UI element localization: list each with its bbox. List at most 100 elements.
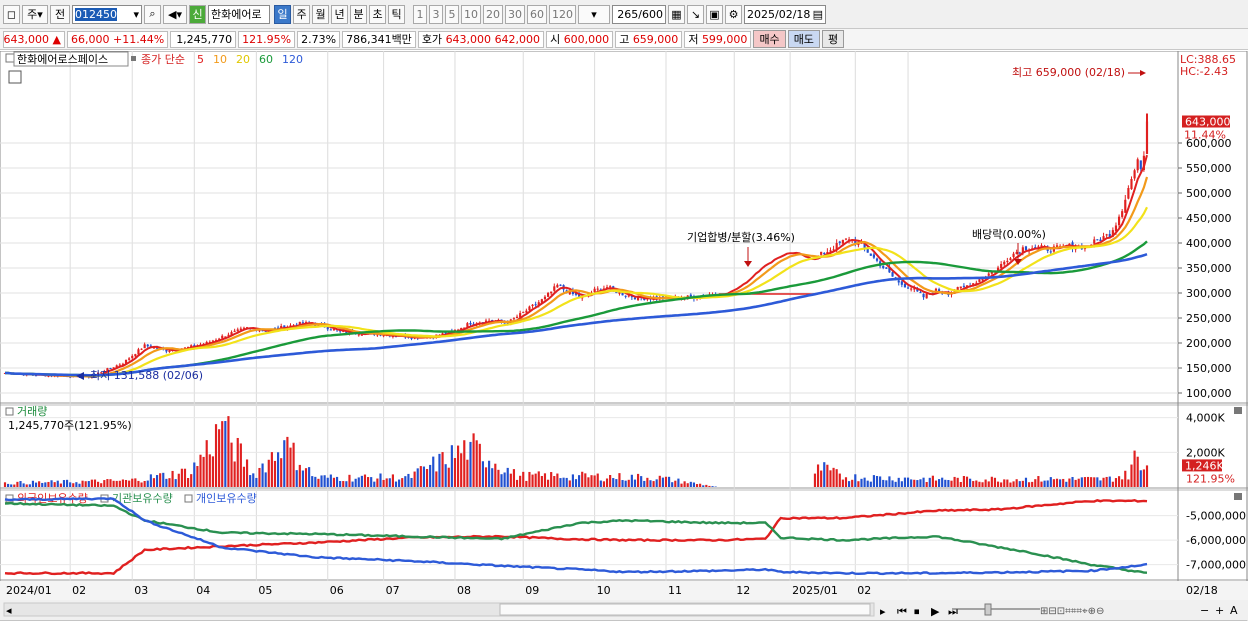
- candle-body-60: [190, 345, 193, 348]
- volume-bar-364: [1133, 450, 1136, 487]
- sell-button[interactable]: 매도: [787, 30, 820, 48]
- up-arrow-icon: ▲: [52, 32, 61, 46]
- candle-body-289: [900, 281, 903, 285]
- volume-bar-193: [602, 481, 606, 487]
- buy-button[interactable]: 매수: [753, 30, 786, 48]
- holdings-line-foreign: [4, 498, 1148, 576]
- stock-name-field[interactable]: 한화에어로: [208, 4, 270, 24]
- volume-bar-295: [919, 479, 922, 487]
- date-field[interactable]: 2025/02/18 ▤: [744, 4, 826, 24]
- candle-body-199: [621, 291, 624, 296]
- volume-bar-107: [335, 476, 339, 487]
- volume-bar-51: [162, 472, 165, 487]
- volume-bar-20: [65, 479, 69, 487]
- candle-body-72: [227, 334, 230, 336]
- volume-bar-344: [1071, 476, 1074, 487]
- tab-period-4[interactable]: 분: [350, 4, 367, 24]
- volume-bar-284: [885, 480, 888, 487]
- playback-icon-2[interactable]: ⏹: [914, 605, 920, 618]
- tab-interval-0[interactable]: 1: [413, 4, 427, 24]
- candle-body-320: [996, 267, 1000, 271]
- zoom-slider-handle[interactable]: [984, 603, 992, 616]
- chart-grid-icon[interactable]: [8, 70, 22, 84]
- volume-bar-153: [478, 443, 481, 487]
- interval-dropdown[interactable]: ▾: [578, 4, 610, 24]
- playback-icon-4[interactable]: ⏭: [948, 605, 958, 618]
- zoom-in-icon[interactable]: +: [1215, 604, 1224, 617]
- volume-bar-170: [531, 474, 534, 487]
- volume-bar-306: [953, 476, 956, 487]
- draw-icon[interactable]: ↘: [687, 4, 704, 24]
- candle-body-162: [506, 322, 509, 325]
- speaker-icon[interactable]: ◀▾: [163, 4, 187, 24]
- stock-chart[interactable]: 600,000 550,000 500,000 450,000 400,000 350,0…: [0, 51, 1248, 621]
- volume-bar-305: [950, 480, 953, 487]
- volume-bar-222: [692, 482, 696, 487]
- candle-body-314: [978, 279, 981, 282]
- tab-period-3[interactable]: 년: [331, 4, 348, 24]
- code-input[interactable]: 012450 ▾: [72, 4, 142, 24]
- scroll-left-icon[interactable]: ◂: [6, 604, 12, 617]
- holdings-close-icon[interactable]: [1234, 493, 1242, 500]
- playback-icon-0[interactable]: ▸: [880, 605, 886, 618]
- scroll-thumb[interactable]: [499, 603, 871, 616]
- tab-period-5[interactable]: 초: [369, 4, 386, 24]
- x-axis-label-10: 11: [668, 584, 682, 597]
- candle-body-201: [627, 295, 630, 297]
- x-axis-label-2: 03: [134, 584, 148, 597]
- type-select[interactable]: 주 ▾: [22, 4, 48, 24]
- x-axis-label-3: 04: [196, 584, 210, 597]
- quote-bar: 643,000 ▲ 66,000 +11.44% 1,245,770 121.9…: [0, 29, 1248, 50]
- zoom-out-icon[interactable]: −: [1200, 604, 1209, 617]
- volume-bar-294: [916, 480, 919, 487]
- tab-interval-6[interactable]: 60: [527, 4, 547, 24]
- playback-icon-3[interactable]: ▶: [931, 605, 940, 618]
- low-price: 저 599,000: [684, 30, 752, 48]
- playback-icon-1[interactable]: ⏮: [897, 605, 907, 618]
- tab-period-1[interactable]: 주: [293, 4, 310, 24]
- tab-period-6[interactable]: 틱: [388, 4, 405, 24]
- calendar-icon[interactable]: ▤: [812, 7, 823, 21]
- volume-bar-116: [363, 474, 367, 487]
- candle-body-323: [1006, 260, 1009, 263]
- eval-button[interactable]: 평: [821, 30, 845, 48]
- gear-icon[interactable]: ⚙: [725, 4, 742, 24]
- tab-interval-3[interactable]: 10: [461, 4, 481, 24]
- count-total: /600: [638, 7, 663, 21]
- volume-bar-200: [624, 480, 627, 487]
- candle-body-168: [525, 310, 528, 313]
- volume-bar-292: [910, 479, 913, 487]
- volume-bar-279: [869, 481, 872, 487]
- volume-bar-142: [444, 464, 447, 487]
- search-icon[interactable]: ⌕: [144, 4, 161, 24]
- volume-bar-160: [500, 474, 503, 487]
- volume-bar-86: [270, 452, 273, 487]
- tab-interval-2[interactable]: 5: [445, 4, 459, 24]
- window-icon[interactable]: ◻: [3, 4, 20, 24]
- tab-period-2[interactable]: 월: [312, 4, 329, 24]
- last-volume-marker: [1182, 459, 1222, 472]
- tab-interval-1[interactable]: 3: [429, 4, 443, 24]
- candle-body-195: [609, 286, 612, 288]
- volume-close-icon[interactable]: [1234, 407, 1242, 414]
- chart-settings-icon[interactable]: ▦: [668, 4, 685, 24]
- text-size-icon[interactable]: A: [1230, 604, 1238, 617]
- volume-bar-105: [329, 474, 332, 487]
- volume-bar-124: [388, 478, 391, 487]
- volume-bar-314: [978, 481, 981, 487]
- save-icon[interactable]: ▣: [706, 4, 723, 24]
- volume-bar-12: [41, 482, 44, 487]
- volume-bar-98: [308, 467, 311, 487]
- volume-bar-85: [267, 459, 270, 487]
- candle-body-363: [1130, 178, 1133, 190]
- tab-interval-5[interactable]: 30: [505, 4, 525, 24]
- volume-bar-17: [56, 480, 59, 487]
- candle-body-90: [283, 325, 286, 329]
- prev-button[interactable]: 전: [50, 4, 70, 24]
- count-field[interactable]: 265/600: [612, 4, 666, 24]
- volume-bar-81: [255, 477, 258, 487]
- tab-interval-4[interactable]: 20: [483, 4, 503, 24]
- tab-period-0[interactable]: 일: [274, 4, 291, 24]
- tab-interval-7[interactable]: 120: [549, 4, 576, 24]
- volume-bar-169: [528, 471, 531, 487]
